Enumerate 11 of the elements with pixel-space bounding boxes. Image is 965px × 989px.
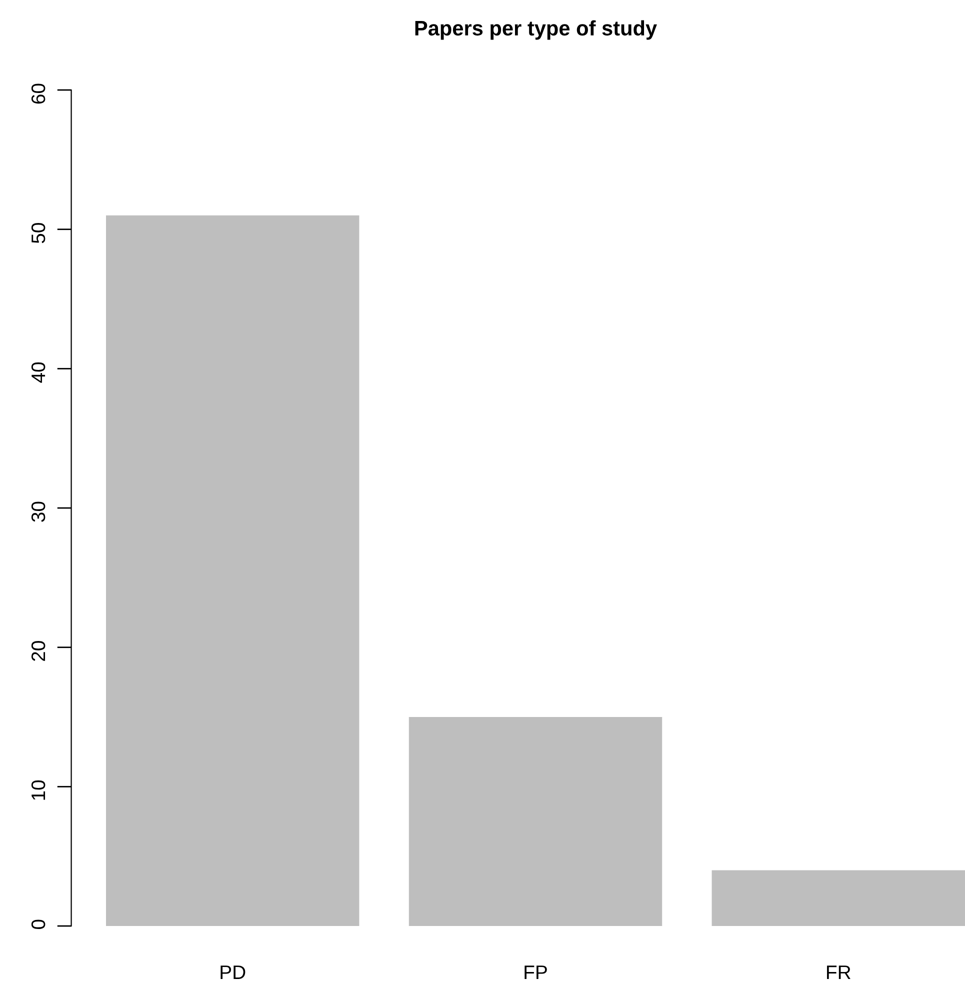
y-tick-label: 0 [31,920,46,930]
y-tick-label: 20 [31,641,46,661]
y-tick-label: 10 [31,780,46,800]
y-tick-label: 50 [31,223,46,244]
y-tick-label: 30 [31,502,46,522]
y-tick-label: 60 [31,84,46,104]
x-tick-label: FP [524,966,547,979]
x-tick-label: PD [220,966,246,979]
x-tick-label: FR [827,966,850,979]
chart-title: Papers per type of study [415,20,657,40]
y-tick-label: 40 [31,362,46,383]
